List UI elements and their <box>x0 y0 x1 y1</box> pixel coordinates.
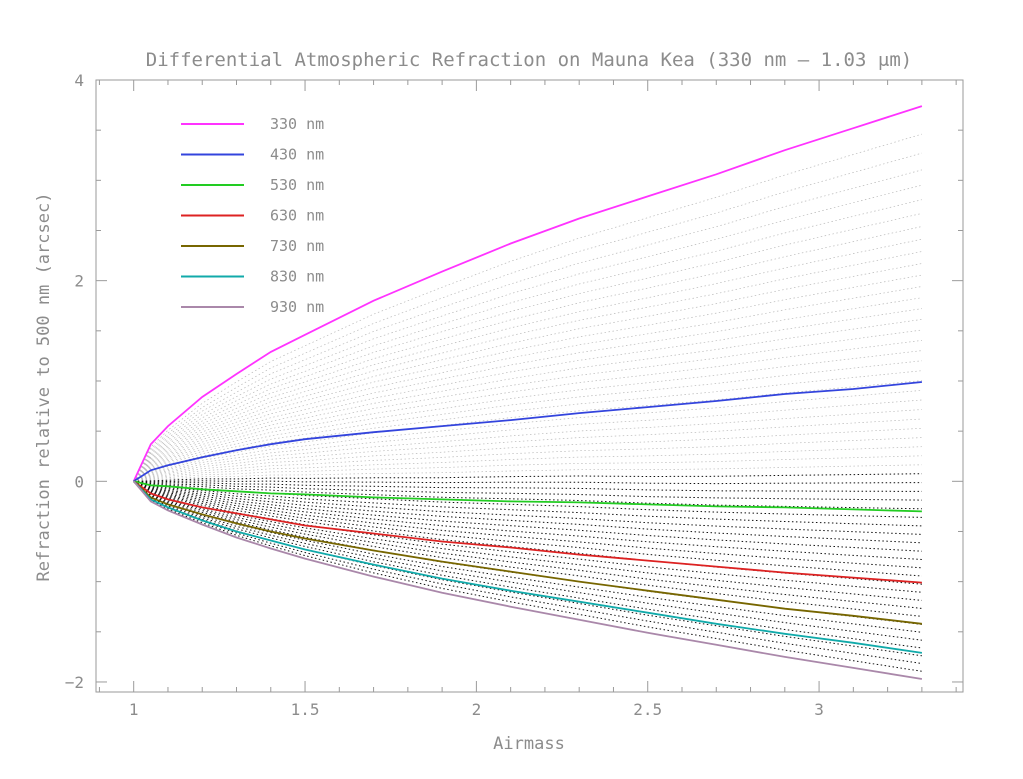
background-curve <box>133 418 922 482</box>
series-line <box>133 480 923 680</box>
y-tick-label: 0 <box>74 472 84 491</box>
plot-frame <box>95 79 964 693</box>
background-curve <box>133 480 922 485</box>
background-curve <box>133 480 922 609</box>
background-curve <box>133 480 922 585</box>
background-curve <box>133 473 922 482</box>
background-curve <box>133 251 922 482</box>
background-curve <box>133 133 922 482</box>
x-tick-label: 2 <box>472 700 482 719</box>
x-axis-label: Airmass <box>493 734 565 754</box>
background-curve <box>133 480 922 527</box>
series-lines <box>132 105 923 680</box>
legend-label: 930 nm <box>270 298 324 316</box>
background-curve <box>133 480 922 680</box>
series-line <box>133 480 923 654</box>
background-curve <box>133 340 922 482</box>
background-curve <box>133 480 922 501</box>
series-line <box>133 480 922 584</box>
background-curve <box>133 480 922 657</box>
axis-ticks <box>96 79 963 692</box>
series-line <box>133 381 922 483</box>
background-curve <box>133 409 922 482</box>
background-curve <box>133 199 922 482</box>
background-curve <box>133 480 922 593</box>
background-curve <box>133 297 922 482</box>
background-curve <box>133 390 922 482</box>
background-curve <box>133 480 922 535</box>
series-line <box>132 105 923 482</box>
x-tick-label: 2.5 <box>633 700 662 719</box>
background-curve <box>133 427 922 482</box>
background-curve <box>133 152 922 482</box>
background-curve <box>133 286 922 482</box>
background-curve <box>133 329 922 482</box>
y-axis-label: Refraction relative to 500 nm (arcsec) <box>34 193 54 582</box>
background-curve <box>133 213 922 482</box>
legend-label: 830 nm <box>270 268 324 286</box>
background-curve <box>133 105 923 482</box>
background-curve <box>133 380 922 482</box>
background-curve <box>133 263 922 482</box>
x-tick-labels: 1 1.5 2 2.5 3 <box>129 700 824 719</box>
background-curve <box>133 437 922 482</box>
background-curve <box>133 480 922 601</box>
legend-label: 730 nm <box>270 237 324 255</box>
y-tick-label: 4 <box>74 71 84 90</box>
background-curve <box>133 480 922 649</box>
background-curve <box>133 319 922 482</box>
legend-label: 530 nm <box>270 176 324 194</box>
background-curve <box>133 184 922 482</box>
background-curve <box>133 350 922 482</box>
background-curve <box>133 480 922 672</box>
legend-label: 630 nm <box>270 207 324 225</box>
y-tick-labels: −2 0 2 4 <box>65 71 84 692</box>
legend-label: 330 nm <box>270 115 324 133</box>
background-curve <box>133 480 922 633</box>
legend: 330 nm 430 nm 530 nm 630 nm 730 nm 830 nm 930 … <box>181 115 324 316</box>
background-curve <box>133 480 922 510</box>
x-tick-label: 1 <box>129 700 139 719</box>
background-curve <box>133 308 922 482</box>
series-line <box>133 480 923 625</box>
background-curve <box>133 480 922 552</box>
background-curve <box>133 480 922 577</box>
background-curve <box>133 480 922 518</box>
background-curve <box>133 455 922 482</box>
background-curve <box>133 480 922 569</box>
series-line <box>133 480 922 513</box>
chart-title: Differential Atmospheric Refraction on M… <box>146 49 912 71</box>
background-curve <box>133 464 922 482</box>
background-curve <box>133 446 922 482</box>
background-curve <box>133 238 922 482</box>
x-tick-label: 1.5 <box>291 700 320 719</box>
y-tick-label: −2 <box>65 673 84 692</box>
background-curve <box>133 360 922 482</box>
background-curve <box>133 480 922 544</box>
background-curve <box>133 274 922 482</box>
legend-label: 430 nm <box>270 146 324 164</box>
background-curve <box>133 480 922 492</box>
x-tick-label: 3 <box>814 700 824 719</box>
y-tick-label: 2 <box>74 272 84 291</box>
